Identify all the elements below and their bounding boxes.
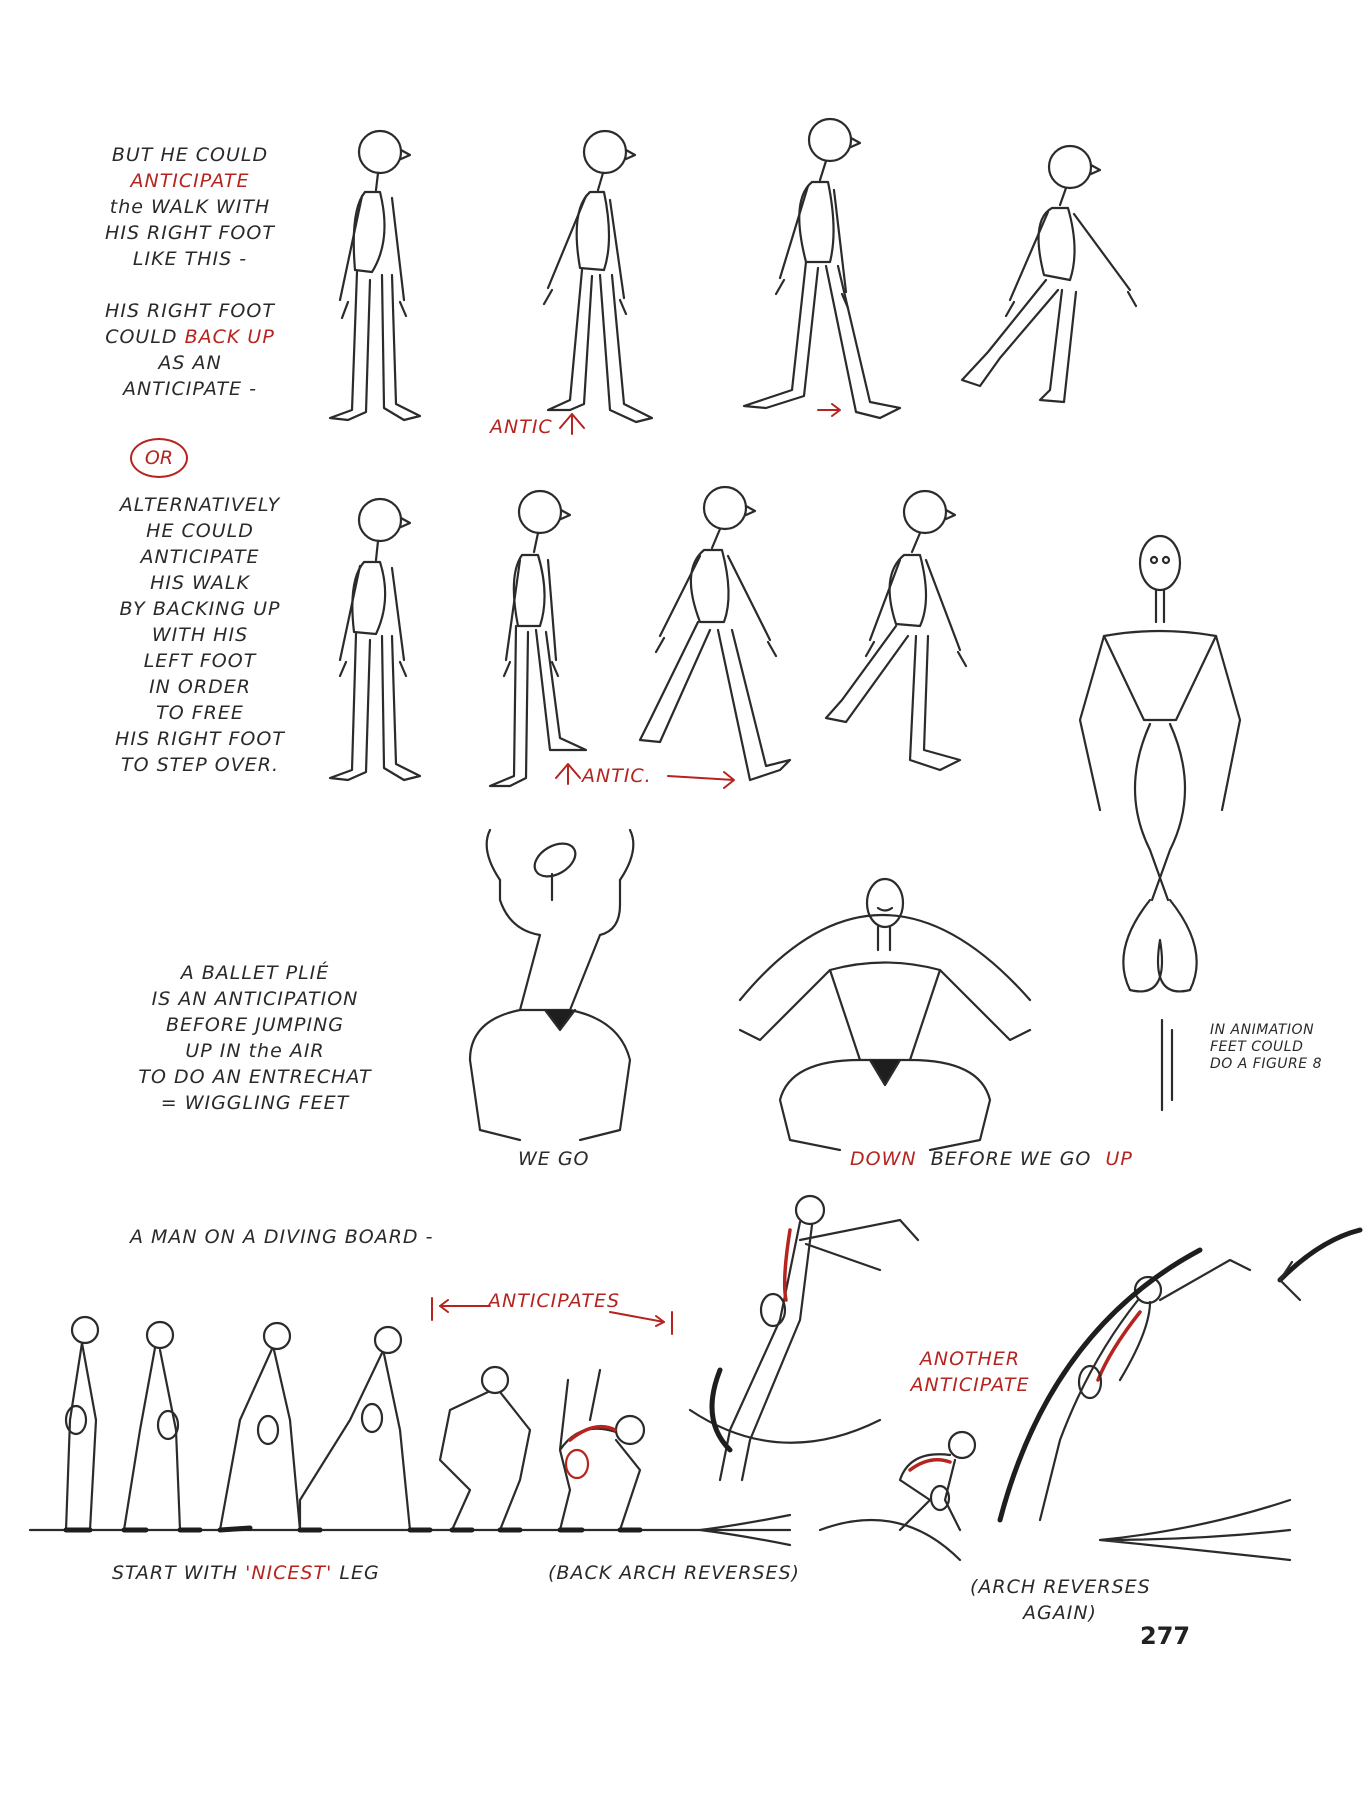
another-anticipate-label: ANOTHER ANTICIPATE: [900, 1346, 1040, 1398]
before-we-go-label: BEFORE WE GO: [930, 1148, 1092, 1170]
section2-line-8: IN ORDER: [149, 676, 251, 698]
diver-figure-4: [297, 1325, 433, 1533]
section2-line-2: HE COULD: [146, 520, 254, 542]
section1-text-2: HIS RIGHT FOOT COULD BACK UP AS AN ANTIC…: [90, 298, 290, 402]
section1-line2-4: AS AN: [158, 352, 222, 374]
diver-figure-7-jump: [688, 1194, 920, 1482]
walk-figure-4: [960, 144, 1138, 404]
section3-line-1: A BALLET PLIÉ: [180, 962, 330, 984]
diver-figure-9-arch: [997, 1247, 1252, 1523]
we-go-label: WE GO: [518, 1148, 590, 1170]
figure8-note-line-3: DO A FIGURE 8: [1210, 1056, 1322, 1072]
plie-figure-2: [738, 877, 1032, 1152]
arch-reverses-line-2: AGAIN): [1023, 1602, 1097, 1624]
start-with-label: START WITH: [112, 1562, 239, 1584]
section2-line-3: ANTICIPATE: [140, 546, 260, 568]
section3-line-2: IS AN ANTICIPATION: [151, 988, 359, 1010]
diver-figure-5: [438, 1365, 532, 1533]
diving-board-title: A MAN ON A DIVING BOARD -: [130, 1226, 434, 1248]
section2-line-7: LEFT FOOT: [143, 650, 257, 672]
section1-line-5: LIKE THIS -: [132, 248, 248, 270]
arch-reverses-again-label: (ARCH REVERSES AGAIN): [970, 1574, 1150, 1626]
walk-figure-5: [328, 497, 422, 782]
diver-figure-10-dive: [1277, 1227, 1363, 1302]
section1-line2-5: ANTICIPATE -: [123, 378, 257, 400]
arch-reverses-line-1: (ARCH REVERSES: [970, 1576, 1151, 1598]
figure8-note: IN ANIMATION FEET COULD DO A FIGURE 8: [1210, 1022, 1322, 1073]
start-with-caption: START WITH 'NICEST' LEG: [112, 1560, 380, 1586]
section2-line-11: TO STEP OVER.: [121, 754, 279, 776]
another-anticipate-line-1: ANOTHER: [919, 1348, 1021, 1370]
back-up-label: BACK UP: [184, 326, 275, 348]
back-arch-reverses-label: (BACK ARCH REVERSES): [548, 1562, 800, 1584]
another-anticipate-line-2: ANTICIPATE: [910, 1374, 1030, 1396]
down-label: DOWN: [850, 1148, 917, 1170]
nicest-label: 'NICEST': [245, 1562, 333, 1584]
walk-figure-6: [488, 489, 588, 788]
antic-label-1: ANTIC: [490, 416, 553, 438]
diver-figure-3: [217, 1321, 323, 1533]
walk-figure-2: [542, 129, 654, 424]
section3-line-5: TO DO AN ENTRECHAT: [138, 1066, 372, 1088]
walk-figure-1: [328, 129, 422, 422]
section1-line-4: HIS RIGHT FOOT: [105, 222, 275, 244]
section1-line-3: the WALK WITH: [109, 196, 271, 218]
walk-figure-8: [824, 489, 968, 772]
section3-line-4: UP IN the AIR: [185, 1040, 325, 1062]
antic-label-2: ANTIC.: [582, 765, 652, 787]
or-circle: OR: [130, 438, 188, 478]
down-before-up-caption: DOWN BEFORE WE GO UP: [850, 1146, 1133, 1172]
section1-line-2: ANTICIPATE: [130, 170, 250, 192]
diver-figure-6: [557, 1368, 646, 1533]
figure8-note-line-1: IN ANIMATION: [1210, 1022, 1315, 1038]
section2-text: ALTERNATIVELY HE COULD ANTICIPATE HIS WA…: [100, 492, 300, 778]
plie-figure-1: [468, 828, 635, 1142]
section1-line-1: BUT HE COULD: [111, 144, 269, 166]
antic-arrow-1: [559, 413, 585, 435]
walk-figure-7: [638, 485, 792, 789]
section3-line-6: = WIGGLING FEET: [160, 1092, 350, 1114]
section2-line-1: ALTERNATIVELY: [119, 494, 281, 516]
anticipates-bracket: [431, 1297, 673, 1335]
section1-line2-1: HIS RIGHT FOOT: [105, 300, 275, 322]
walk-figure-3: [742, 117, 902, 420]
section2-line-6: WITH HIS: [151, 624, 249, 646]
leg-label: LEG: [339, 1562, 380, 1584]
section2-line-5: BY BACKING UP: [119, 598, 281, 620]
anticipates-label: ANTICIPATES: [488, 1290, 621, 1312]
section1-text: BUT HE COULD ANTICIPATE the WALK WITH HI…: [90, 142, 290, 272]
section2-line-4: HIS WALK: [150, 572, 250, 594]
ballet-standing-figure: [1078, 534, 1242, 1112]
up-label: UP: [1105, 1148, 1133, 1170]
diver-figure-1: [63, 1315, 100, 1533]
section2-line-10: HIS RIGHT FOOT: [115, 728, 285, 750]
section2-line-9: TO FREE: [156, 702, 244, 724]
section1-line2-2: COULD: [105, 326, 178, 348]
figure8-note-line-2: FEET COULD: [1210, 1039, 1304, 1055]
section3-text: A BALLET PLIÉ IS AN ANTICIPATION BEFORE …: [120, 960, 390, 1116]
diver-figure-8: [898, 1430, 977, 1532]
diver-figure-2: [121, 1320, 203, 1533]
section3-line-3: BEFORE JUMPING: [165, 1014, 345, 1036]
page-number: 277: [1140, 1622, 1191, 1650]
